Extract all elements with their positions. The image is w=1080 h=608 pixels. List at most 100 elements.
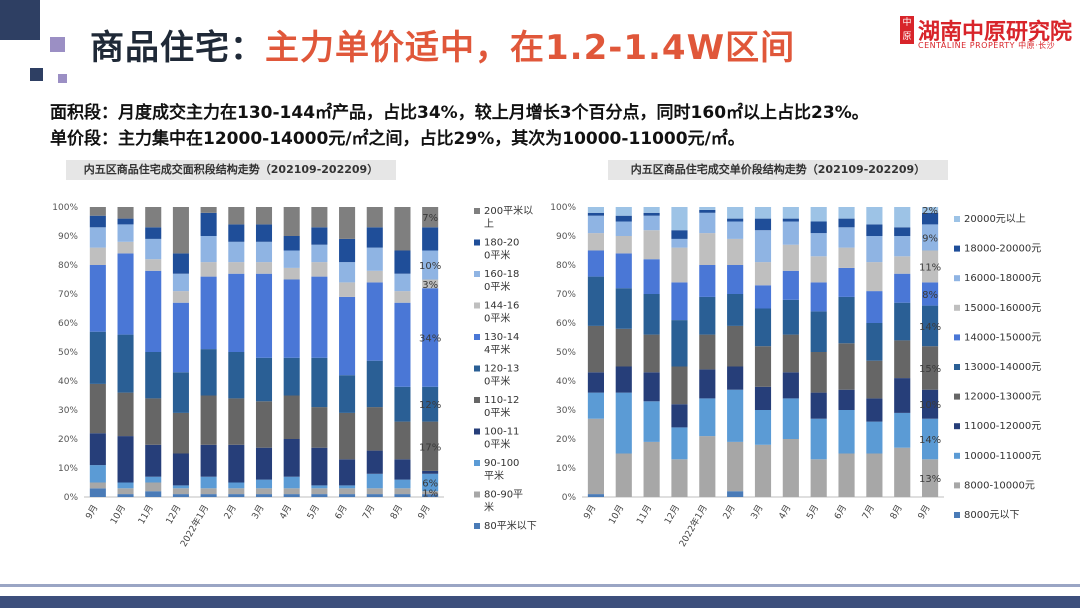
price-bar-segment xyxy=(754,410,772,445)
price-legend-label: 8000元以下 xyxy=(964,510,1019,521)
area-bar-segment xyxy=(228,482,245,489)
price-legend-swatch xyxy=(954,245,960,252)
area-bar-segment xyxy=(422,470,439,474)
price-bar-segment xyxy=(838,410,855,454)
area-bar-segment xyxy=(89,215,106,228)
page-title: 商品住宅：主力单价适中，在1.2-1.4W区间 xyxy=(90,20,795,69)
price-ytick-label: 80% xyxy=(556,261,576,271)
price-bar-segment xyxy=(782,372,799,399)
area-bar-segment xyxy=(89,433,106,466)
price-legend-swatch xyxy=(954,423,960,430)
price-bar-segment xyxy=(643,230,660,260)
price-xtick-label: 3月 xyxy=(749,503,766,521)
price-data-label: 9% xyxy=(922,233,938,244)
price-legend-label: 12000-13000元 xyxy=(964,392,1041,403)
price-bar-segment xyxy=(782,299,799,335)
area-bar-segment xyxy=(311,357,328,408)
area-legend-swatch xyxy=(474,365,480,372)
area-bar-segment xyxy=(366,247,383,271)
price-xtick-label: 10月 xyxy=(607,503,627,526)
area-ytick-label: 50% xyxy=(58,348,78,358)
price-legend-swatch xyxy=(954,452,960,459)
price-bar-segment xyxy=(699,369,716,399)
area-legend-swatch xyxy=(474,208,480,214)
price-bar-segment xyxy=(922,212,939,225)
area-bar-segment xyxy=(394,302,411,387)
area-legend-line: 180-20 xyxy=(484,238,519,249)
price-bar-segment xyxy=(754,444,772,497)
footer-line-light xyxy=(0,584,1080,587)
summary-area: 面积段：月度成交主力在130-144㎡产品，占比34%，较上月增长3个百分点，同… xyxy=(50,103,869,123)
area-bar-segment xyxy=(89,488,106,497)
area-bar-segment xyxy=(366,473,383,489)
price-bar-segment xyxy=(894,256,911,274)
price-ytick-label: 90% xyxy=(556,232,576,242)
area-bar-segment xyxy=(172,253,189,274)
area-bar-segment xyxy=(394,291,411,303)
area-bar-segment xyxy=(283,494,300,497)
price-bar-segment xyxy=(866,262,883,292)
logo-name: 湖南中原研究院 xyxy=(918,20,1073,45)
area-legend-label: 200平米以上 xyxy=(484,204,533,230)
area-legend-label: 80平米以下 xyxy=(484,519,537,532)
price-bar-segment xyxy=(671,404,688,428)
price-bar-segment xyxy=(810,418,827,460)
price-bar-segment xyxy=(810,392,827,419)
area-bar-segment xyxy=(366,207,383,228)
price-legend-label: 15000-16000元 xyxy=(964,303,1041,314)
price-bar-segment xyxy=(587,392,604,419)
area-bar-segment xyxy=(366,282,383,361)
area-legend-line: 110-12 xyxy=(484,395,519,406)
area-legend-label: 130-14 4平米 xyxy=(484,332,519,356)
area-bar-segment xyxy=(89,482,106,489)
price-bar-segment xyxy=(727,491,744,497)
area-bar-segment xyxy=(366,407,383,451)
area-legend-label: 180-20 0平米 xyxy=(484,238,519,262)
price-bar-segment xyxy=(810,256,827,283)
area-bar-segment xyxy=(255,207,273,225)
deco-square-large xyxy=(0,0,40,40)
price-bar-segment xyxy=(699,398,716,437)
area-bar-segment xyxy=(145,207,162,228)
area-bar-segment xyxy=(172,207,189,254)
area-bar-segment xyxy=(283,476,300,489)
area-legend-line: 4平米 xyxy=(484,343,510,356)
area-legend-line: 120-13 xyxy=(484,364,519,375)
area-bar-segment xyxy=(117,253,134,335)
area-bar-segment xyxy=(422,279,439,289)
price-bar-segment xyxy=(838,218,855,228)
area-legend-swatch xyxy=(474,491,480,498)
area-bar-segment xyxy=(145,270,162,352)
price-bar-segment xyxy=(922,418,939,460)
price-bar-segment xyxy=(671,366,688,405)
price-xtick-label: 8月 xyxy=(888,503,905,521)
area-bar-segment xyxy=(228,224,245,242)
price-bar-segment xyxy=(894,447,911,497)
area-xtick-label: 5月 xyxy=(305,503,322,521)
area-bar-segment xyxy=(366,270,383,283)
area-legend-line: 0平米 xyxy=(484,406,510,419)
area-data-label: 6% xyxy=(422,479,438,490)
price-legend-label: 18000-20000元 xyxy=(964,244,1041,255)
area-legend-swatch xyxy=(474,239,480,246)
area-bar-segment xyxy=(172,494,189,497)
area-bar-segment xyxy=(228,352,245,399)
area-legend-line: 上 xyxy=(484,218,494,230)
price-bar-segment xyxy=(922,459,939,497)
area-bar-segment xyxy=(339,485,356,489)
footer-band xyxy=(0,584,1080,608)
area-bar-segment xyxy=(117,482,134,489)
price-ytick-label: 40% xyxy=(556,377,576,387)
area-bar-segment xyxy=(283,488,300,495)
area-ytick-label: 70% xyxy=(58,290,78,300)
area-bar-segment xyxy=(172,291,189,303)
price-bar-segment xyxy=(587,372,604,393)
area-xtick-label: 9月 xyxy=(416,503,433,521)
area-structure-chart: 0% 10% 20% 30% 40% 50% 60% 70% 80% 90% 100% 9月 10月 11… xyxy=(52,203,537,549)
area-bar-segment xyxy=(200,395,217,445)
price-bar-segment xyxy=(671,459,688,497)
price-bar-segment xyxy=(782,244,799,271)
area-bar-segment xyxy=(200,236,217,263)
area-ytick-label: 100% xyxy=(52,203,78,213)
area-legend-line: 144-16 xyxy=(484,301,519,312)
